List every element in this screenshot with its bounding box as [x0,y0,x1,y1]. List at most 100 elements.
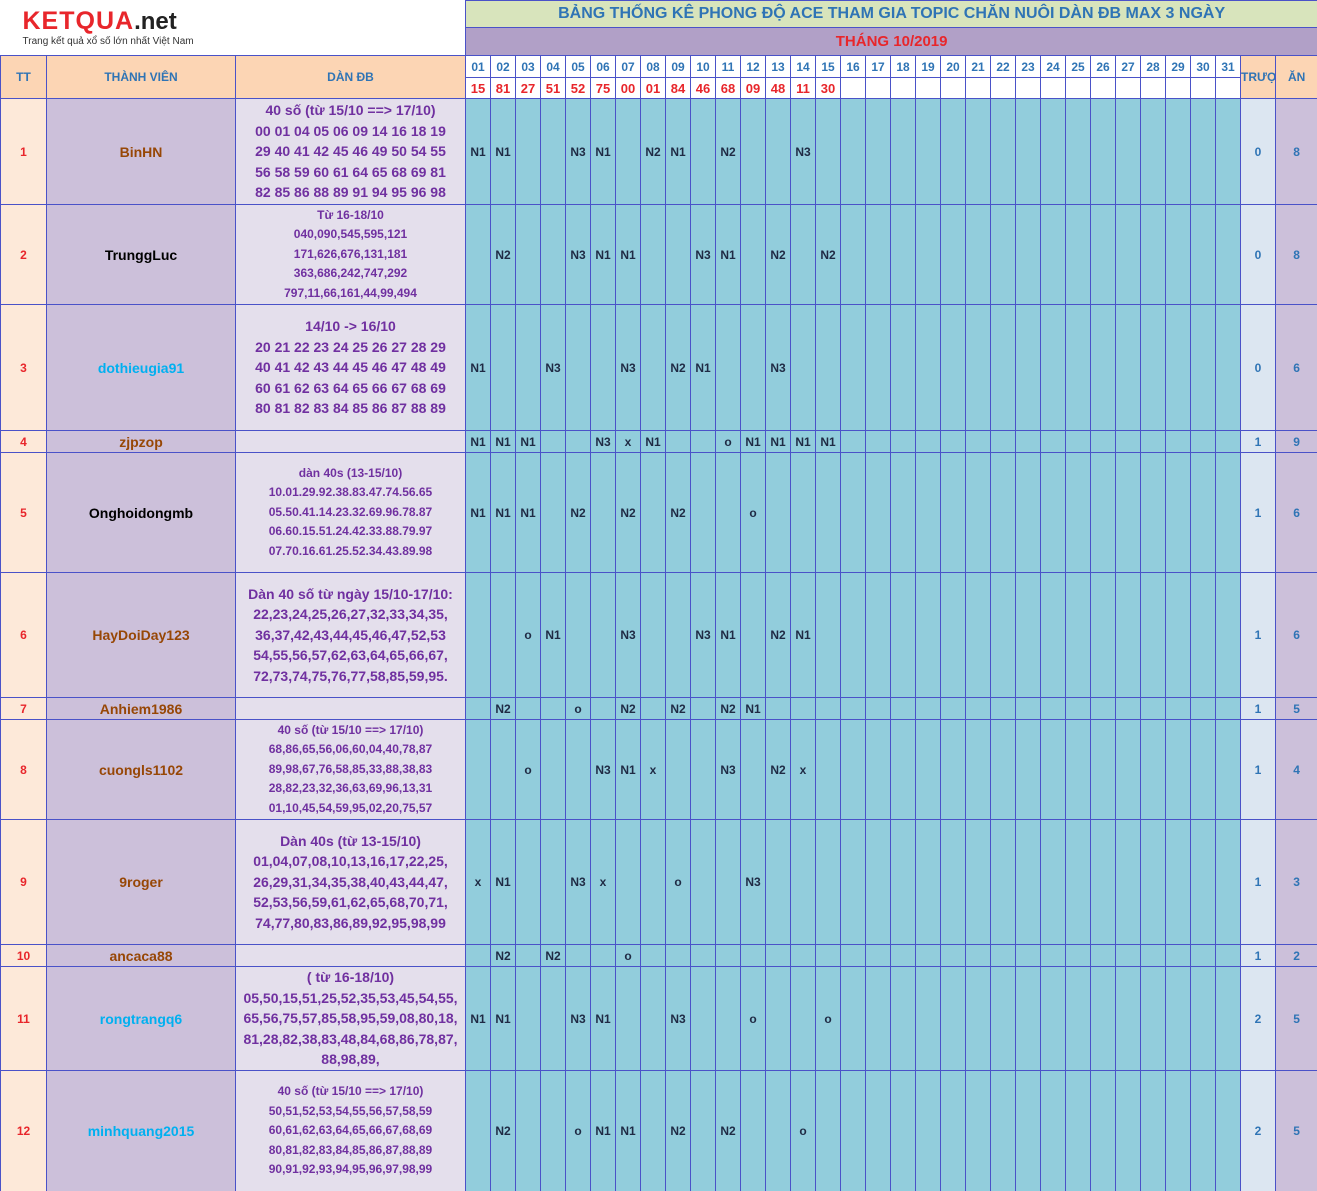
day-mark [1040,719,1066,820]
day-mark [1115,98,1141,205]
logo-brand: KETQUA [22,6,135,35]
day-mark [715,304,741,431]
day-mark [1190,572,1216,698]
day-header: 28 [1140,55,1166,78]
row-number: 5 [0,452,47,573]
day-mark [1090,430,1116,453]
miss-count: 2 [1240,1070,1276,1191]
day-mark [590,452,616,573]
member-name: Anhiem1986 [46,697,236,720]
day-mark [890,944,916,967]
column-header: TT [0,55,47,99]
day-mark [1165,430,1191,453]
month-label: THÁNG 10/2019 [464,27,1317,56]
day-mark: N2 [665,697,691,720]
number-set: 40 số (từ 15/10 ==> 17/10) 50,51,52,53,54… [235,1070,466,1191]
day-mark [765,697,791,720]
result-cell: 75 [590,77,616,99]
day-header: 22 [990,55,1016,78]
day-mark [540,204,566,305]
result-cell: 09 [740,77,766,99]
day-mark [640,966,666,1071]
member-name: 9roger [46,819,236,945]
column-header: DÀN ĐB [235,55,466,99]
day-mark [815,697,841,720]
day-mark [1065,697,1091,720]
day-mark: N1 [490,452,516,573]
number-line: 01,04,07,08,10,13,16,17,22,25, [253,853,448,870]
day-mark [815,98,841,205]
day-mark: N1 [490,430,516,453]
day-header: 24 [1040,55,1066,78]
day-mark [1090,204,1116,305]
day-mark [690,719,716,820]
day-mark [990,719,1016,820]
day-mark [1215,1070,1241,1191]
column-header: TRƯỢT [1240,55,1276,99]
day-mark [765,452,791,573]
miss-count: 0 [1240,98,1276,205]
day-mark: N2 [565,452,591,573]
miss-count: 0 [1240,304,1276,431]
day-mark [1090,572,1116,698]
result-cell: 30 [815,77,841,99]
number-line: 22,23,24,25,26,27,32,33,34,35, [253,606,448,623]
day-mark [1090,304,1116,431]
number-line: 56 58 59 60 61 64 65 68 69 81 [255,163,446,180]
number-set: 40 số (từ 15/10 ==> 17/10) 00 01 04 05 06… [235,98,466,205]
day-mark [890,966,916,1071]
number-line: 36,37,42,43,44,45,46,47,52,53 [255,626,446,643]
day-header: 09 [665,55,691,78]
day-mark [640,304,666,431]
day-mark [840,944,866,967]
number-set: Dàn 40 số từ ngày 15/10-17/10: 22,23,24,2… [235,572,466,698]
day-mark [1040,430,1066,453]
day-mark [940,204,966,305]
day-mark [1165,98,1191,205]
day-mark: N3 [790,98,816,205]
day-mark [915,944,941,967]
day-mark [990,452,1016,573]
day-mark [1140,452,1166,573]
logo-tld: .net [134,7,177,35]
day-mark [1215,944,1241,967]
day-mark: o [515,572,541,698]
row-number: 3 [0,304,47,431]
day-mark [890,719,916,820]
day-mark [640,572,666,698]
table-row: 7 Anhiem1986 N2 o N2 N2 N2 N1 1 5 [0,697,1317,720]
day-mark [790,944,816,967]
result-cell: 52 [565,77,591,99]
win-count: 4 [1274,719,1317,820]
day-mark [915,304,941,431]
day-mark [840,572,866,698]
day-mark [790,452,816,573]
day-header: 03 [515,55,541,78]
result-cell: 48 [765,77,791,99]
day-mark [1165,1070,1191,1191]
day-mark: N1 [790,430,816,453]
day-mark [640,819,666,945]
day-mark [965,572,991,698]
day-mark [990,304,1016,431]
day-mark [965,204,991,305]
row-number: 8 [0,719,47,820]
day-mark [1140,98,1166,205]
day-mark: N1 [815,430,841,453]
day-mark: N3 [590,430,616,453]
day-mark [815,819,841,945]
day-mark [465,697,491,720]
logo-tagline: Trang kết quả xổ số lớn nhất Việt Nam [22,35,194,47]
number-line: 40 số (từ 15/10 ==> 17/10) [265,102,436,119]
day-mark [990,966,1016,1071]
day-mark [890,819,916,945]
number-line: 72,73,74,75,76,77,58,85,59,95. [253,667,448,684]
day-mark [1115,1070,1141,1191]
day-mark [1040,944,1066,967]
result-cell [990,77,1016,99]
number-line: 65,56,75,57,85,58,95,59,08,80,18, [243,1010,458,1027]
day-mark [515,966,541,1071]
day-mark [565,430,591,453]
day-mark: N3 [565,966,591,1071]
day-mark [1140,572,1166,698]
